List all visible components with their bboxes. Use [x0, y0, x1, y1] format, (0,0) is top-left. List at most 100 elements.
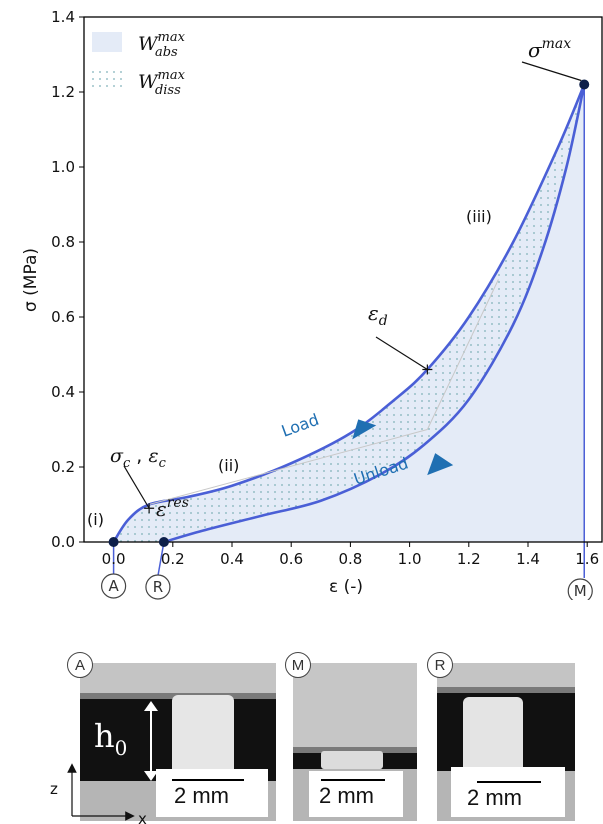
eps-res-label: εres	[156, 495, 189, 521]
panel-r: 2 mm	[437, 663, 575, 821]
stage-i-label: (i)	[87, 510, 104, 529]
x-tick-label: 1.2	[457, 550, 481, 568]
legend-swatch-diss	[92, 70, 122, 90]
absorbed-energy-fill	[113, 84, 585, 542]
panel-a-scale-box	[156, 769, 268, 817]
y-tick-label: 0.0	[51, 533, 75, 551]
y-tick-label: 1.4	[51, 8, 75, 26]
panel-r-sample	[463, 697, 523, 771]
x-tick-label: 0.0	[102, 550, 126, 568]
eps-d-sub: d	[379, 313, 388, 329]
legend-diss-sup: max	[158, 68, 186, 83]
coordinate-axes: z x	[50, 763, 147, 824]
legend-abs-label: Wmax abs	[138, 30, 186, 60]
legend-swatch-abs	[92, 32, 122, 52]
sigma-c-marker	[144, 503, 155, 514]
x-tick-label: 1.6	[575, 550, 599, 568]
panel-m-scale-label: 2 mm	[319, 783, 374, 808]
load-label: Load	[279, 410, 322, 441]
unload-arrow	[427, 453, 454, 476]
h0-sub: 0	[114, 736, 128, 760]
chart-svg: ε (-) σ (MPa) 0.0 0.2 0.4 0.6 0.8 1.0 1.2 1.4 1.6…	[21, 8, 603, 604]
legend-abs-base: W	[138, 33, 159, 55]
panel-a-h0-arrow-top	[144, 701, 158, 711]
eps-res-base: ε	[156, 497, 167, 521]
legend-diss-base: W	[138, 71, 159, 93]
y-tick-label: 0.4	[51, 383, 75, 401]
x-tick-label: 0.4	[220, 550, 244, 568]
legend-abs-sup: max	[158, 30, 186, 45]
panel-a-sample	[172, 695, 234, 781]
eps-d-label: εd	[368, 301, 388, 329]
y-tick-label: 1.2	[51, 83, 75, 101]
sigma-max-base: σ	[528, 38, 543, 62]
h0-base: h	[94, 717, 115, 755]
panel-m-scale-box	[309, 771, 403, 817]
panel-r-letter: R	[427, 652, 453, 678]
sigma-c-leader	[123, 465, 150, 509]
sigma-c-base: σ	[110, 445, 124, 467]
panel-m-letter: M	[285, 652, 311, 678]
panel-a-scale-bar	[172, 779, 244, 781]
panel-a-letter: A	[67, 652, 93, 678]
sigma-max-leader	[521, 61, 582, 82]
legend-diss-sub: diss	[155, 83, 181, 98]
panel-m-top-plate	[293, 663, 417, 747]
curves	[112, 83, 586, 578]
absorbed-area	[113, 84, 585, 542]
panel-m-scale-bar	[321, 779, 385, 781]
eps-d-marker	[422, 364, 433, 375]
stage-ii-label: (ii)	[218, 456, 239, 475]
point-a-circle	[100, 573, 127, 599]
point-r-circle	[145, 574, 171, 600]
panel-r-scale-bar	[477, 781, 541, 783]
aux-line-1	[148, 429, 428, 505]
x-tick-label: 1.4	[516, 550, 540, 568]
sigma-c-sub: c	[123, 456, 131, 471]
y-tick-label: 1.0	[51, 158, 75, 176]
eps-d-leader	[375, 336, 428, 371]
point-a	[108, 537, 119, 547]
stage-iii-label: (iii)	[466, 207, 492, 226]
x-axis-label: x	[138, 810, 147, 824]
eps-d-base: ε	[368, 301, 379, 325]
eps-res-sup: res	[167, 495, 189, 511]
ticks: 0.0 0.2 0.4 0.6 0.8 1.0 1.2 1.4 1.6 0.0 0.2 0.4 0.6 0…	[51, 8, 599, 568]
panel-m-edge	[293, 747, 417, 753]
panel-r-top-plate	[437, 663, 575, 687]
z-axis-label: z	[50, 780, 58, 798]
y-tick-label: 0.6	[51, 308, 75, 326]
y-tick-label: 0.8	[51, 233, 75, 251]
panel-a-scale-label: 2 mm	[174, 783, 229, 808]
point-a-letter: A	[108, 577, 119, 595]
panel-m-sample	[321, 751, 383, 769]
point-r-letter: R	[153, 578, 163, 596]
axes: ε (-) σ (MPa)	[21, 16, 603, 597]
panel-a: h0 2 mm	[80, 663, 276, 821]
eps-c-base: ε	[148, 445, 158, 467]
point-m	[579, 79, 590, 90]
legend-abs-sub: abs	[155, 45, 178, 60]
plot-frame	[83, 16, 603, 543]
x-tick-label: 0.6	[279, 550, 303, 568]
unload-curve	[163, 84, 586, 544]
panel-r-scale-box	[451, 767, 565, 817]
y-tick-label: 0.2	[51, 458, 75, 476]
panel-r-edge	[437, 687, 575, 693]
panel-a-h0-arrow-bottom	[144, 771, 158, 781]
legend-diss-label: Wmax diss	[138, 68, 186, 98]
sigma-max-label: σmax	[528, 36, 571, 62]
r-leader-line	[157, 541, 165, 577]
eps-c-sub: c	[159, 456, 167, 471]
sigma-max-sup: max	[542, 36, 572, 52]
x-tick-label: 1.0	[398, 550, 422, 568]
sigma-c-sep: ,	[130, 445, 148, 467]
x-axis-label: ε (-)	[329, 577, 363, 597]
panel-r-scale-label: 2 mm	[467, 785, 522, 810]
sigma-c-eps-c-label: σc , εc	[110, 445, 167, 471]
x-tick-label: 0.2	[161, 550, 185, 568]
panel-a-top-plate	[80, 663, 276, 693]
panel-a-h0: h0	[94, 717, 127, 760]
point-m-letter: M	[574, 582, 587, 600]
load-arrow	[352, 419, 377, 440]
